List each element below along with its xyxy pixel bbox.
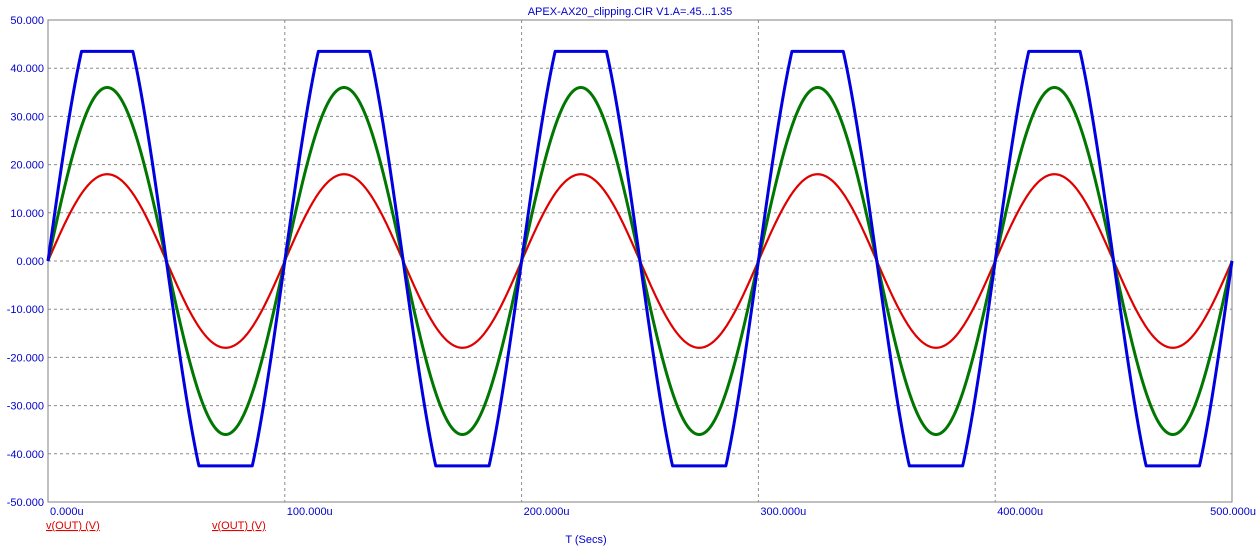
legend-item-2: v(OUT) (V)	[212, 520, 266, 532]
y-tick-label: -20.000	[7, 352, 44, 364]
chart-title: APEX-AX20_clipping.CIR V1.A=.45...1.35	[528, 6, 733, 18]
x-tick-labels: 0.000u 100.000u 200.000u 300.000u 400.000u 50…	[50, 506, 1256, 518]
y-tick-label: 20.000	[10, 160, 44, 172]
y-tick-label: -10.000	[7, 304, 44, 316]
y-tick-label: 10.000	[10, 208, 44, 220]
x-tick-label: 100.000u	[287, 506, 333, 518]
x-tick-label: 200.000u	[524, 506, 570, 518]
y-tick-label: -40.000	[7, 449, 44, 461]
x-axis-label: T (Secs)	[565, 534, 606, 546]
x-tick-label: 500.000u	[1210, 506, 1256, 518]
legend-item-1: v(OUT) (V)	[46, 520, 100, 532]
y-tick-label: -30.000	[7, 401, 44, 413]
x-tick-label: 300.000u	[760, 506, 806, 518]
series-group	[46, 49, 1234, 468]
y-tick-label: 40.000	[10, 63, 44, 75]
y-tick-label: -50.000	[7, 497, 44, 509]
y-tick-labels: 50.000 40.000 30.000 20.000 10.000 0.000 -10.0…	[7, 15, 44, 509]
y-tick-label: 50.000	[10, 15, 44, 27]
y-tick-label: 30.000	[10, 111, 44, 123]
x-tick-label: 400.000u	[997, 506, 1043, 518]
x-tick-label: 0.000u	[50, 506, 84, 518]
series-line-3	[46, 49, 1234, 468]
y-tick-label: 0.000	[16, 256, 44, 268]
